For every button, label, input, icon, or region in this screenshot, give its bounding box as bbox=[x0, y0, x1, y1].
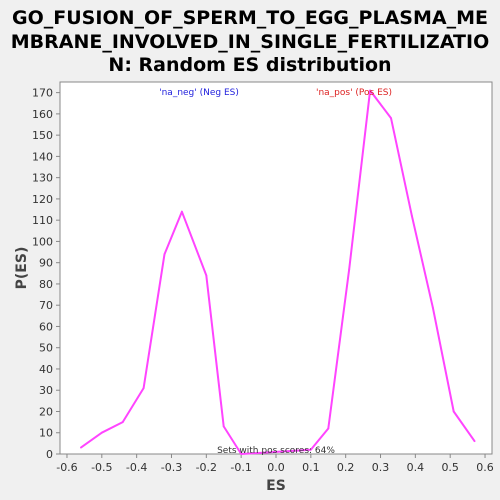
pos-scores-annotation: Sets with pos scores: 64% bbox=[217, 446, 335, 456]
data-point bbox=[309, 448, 312, 451]
y-tick-label: 30 bbox=[39, 384, 53, 397]
x-tick-label: -0.5 bbox=[91, 461, 112, 474]
x-tick-label: 0.1 bbox=[302, 461, 320, 474]
y-tick-label: 150 bbox=[32, 129, 53, 142]
y-axis-label: P(ES) bbox=[14, 247, 30, 290]
x-tick-label: 0.0 bbox=[267, 461, 285, 474]
x-tick-label: -0.6 bbox=[56, 461, 77, 474]
data-point bbox=[121, 421, 124, 423]
plot-area bbox=[59, 81, 493, 455]
x-tick-label: -0.3 bbox=[161, 461, 182, 474]
y-tick-label: 90 bbox=[39, 257, 53, 270]
y-tick-label: 20 bbox=[39, 405, 53, 418]
data-point bbox=[473, 440, 476, 443]
y-tick-label: 120 bbox=[32, 193, 53, 206]
y-tick-label: 50 bbox=[39, 342, 53, 355]
y-tick-label: 100 bbox=[32, 235, 53, 248]
title-line-2: MBRANE_INVOLVED_IN_SINGLE_FERTILIZATIO bbox=[11, 31, 489, 53]
y-tick-label: 0 bbox=[46, 448, 53, 461]
title-line-3: N: Random ES distribution bbox=[108, 54, 391, 76]
x-axis-label: ES bbox=[266, 478, 286, 494]
y-axis: 0 10 20 30 40 50 60 70 80 90 100 110 120 130 140 150 160… bbox=[32, 87, 60, 461]
data-point bbox=[348, 268, 351, 270]
data-point bbox=[142, 387, 145, 389]
series-layer bbox=[80, 89, 476, 455]
data-point bbox=[240, 453, 243, 455]
legend-neg-es: 'na_neg' (Neg ES) bbox=[159, 88, 239, 98]
y-tick-label: 70 bbox=[39, 299, 53, 312]
y-tick-label: 60 bbox=[39, 320, 53, 333]
data-point bbox=[100, 431, 103, 434]
y-tick-label: 160 bbox=[32, 108, 53, 121]
data-point bbox=[411, 215, 413, 217]
y-tick-label: 10 bbox=[39, 427, 53, 440]
legend-pos-es: 'na_pos' (Pos ES) bbox=[316, 88, 392, 98]
es-distribution-line bbox=[80, 89, 476, 455]
data-point bbox=[452, 410, 455, 413]
x-tick-label: 0.5 bbox=[441, 461, 459, 474]
data-point bbox=[205, 274, 208, 277]
data-point bbox=[181, 210, 183, 213]
x-tick-label: -0.1 bbox=[230, 461, 251, 474]
x-tick-label: -0.4 bbox=[126, 461, 147, 474]
y-tick-label: 140 bbox=[32, 150, 53, 163]
x-tick-label: 0.2 bbox=[337, 461, 355, 474]
x-tick-label: -0.2 bbox=[196, 461, 217, 474]
data-point bbox=[390, 117, 392, 119]
chart-title: GO_FUSION_OF_SPERM_TO_EGG_PLASMA_ME MBRA… bbox=[11, 7, 489, 76]
data-point bbox=[80, 446, 82, 449]
y-tick-label: 170 bbox=[32, 87, 53, 100]
data-point bbox=[327, 427, 330, 430]
y-tick-label: 130 bbox=[32, 172, 53, 185]
x-tick-label: 0.4 bbox=[407, 461, 425, 474]
y-tick-label: 40 bbox=[39, 363, 53, 376]
x-axis: -0.6 -0.5 -0.4 -0.3 -0.2 -0.1 0.0 0.1 0.2 0.3 0.4 0… bbox=[56, 454, 494, 474]
data-point bbox=[431, 306, 434, 309]
data-point bbox=[369, 89, 371, 92]
y-tick-label: 110 bbox=[32, 214, 53, 227]
x-tick-label: 0.3 bbox=[372, 461, 390, 474]
y-tick-label: 80 bbox=[39, 278, 53, 291]
data-point bbox=[163, 253, 166, 256]
x-tick-label: 0.6 bbox=[476, 461, 494, 474]
data-point bbox=[222, 425, 225, 428]
title-line-1: GO_FUSION_OF_SPERM_TO_EGG_PLASMA_ME bbox=[12, 7, 488, 29]
